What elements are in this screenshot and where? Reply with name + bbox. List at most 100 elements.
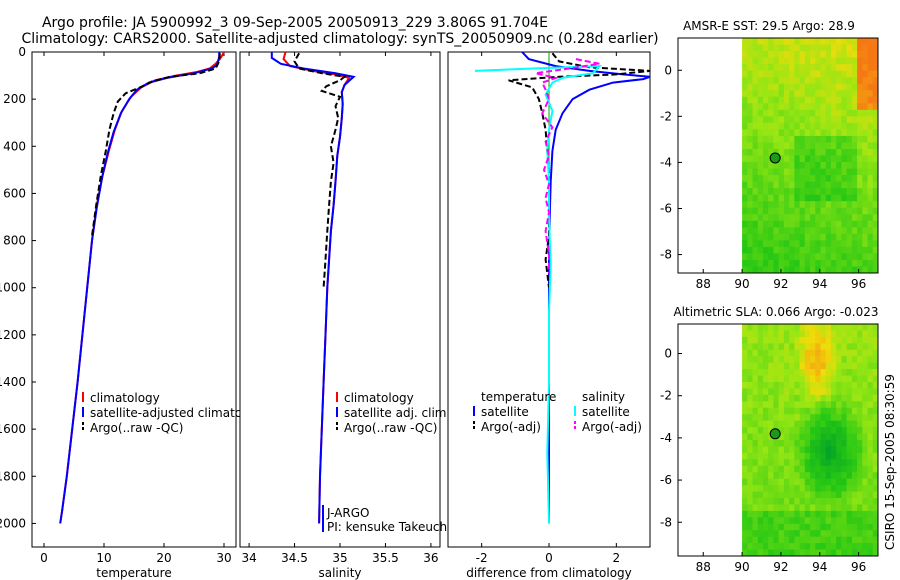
- altimetric-sla-cell: [872, 523, 879, 531]
- altimetric-sla-cell: [841, 369, 848, 376]
- amsr-e-sst-cell: [773, 77, 780, 85]
- altimetric-sla-cell: [830, 375, 837, 383]
- amsr-e-sst-cell: [773, 135, 780, 143]
- amsr-e-sst-cell: [789, 44, 795, 52]
- altimetric-sla-cell: [794, 388, 800, 396]
- amsr-e-sst-cell: [747, 155, 753, 163]
- temperature-profile-ytick-label: 600: [3, 186, 26, 200]
- altimetric-sla-cell: [857, 504, 863, 512]
- altimetric-sla-cell: [752, 543, 759, 550]
- altimetric-sla-cell: [768, 324, 774, 331]
- altimetric-sla-cell: [867, 433, 874, 441]
- altimetric-sla-cell: [773, 375, 780, 383]
- altimetric-sla-cell: [742, 420, 748, 428]
- altimetric-sla-cell: [762, 427, 769, 434]
- amsr-e-sst-cell: [747, 227, 753, 235]
- altimetric-sla-cell: [742, 375, 748, 383]
- amsr-e-sst-cell: [846, 259, 853, 267]
- altimetric-sla-cell: [742, 491, 748, 499]
- amsr-e-sst-cell: [789, 266, 795, 274]
- amsr-e-sst-cell: [742, 38, 748, 45]
- altimetric-sla-cell: [768, 407, 774, 415]
- altimetric-sla-cell: [773, 536, 780, 544]
- amsr-e-sst-cell: [789, 38, 795, 45]
- altimetric-sla-cell: [747, 349, 753, 357]
- altimetric-sla-cell: [841, 440, 848, 447]
- altimetric-sla-cell: [867, 491, 874, 499]
- temperature-profile-xlabel: temperature: [96, 566, 171, 580]
- amsr-e-sst-cell: [810, 96, 816, 104]
- amsr-e-sst-cell: [799, 83, 806, 91]
- altimetric-sla-cell: [773, 356, 780, 364]
- altimetric-sla-cell: [825, 452, 832, 460]
- altimetric-sla-cell: [783, 517, 790, 525]
- altimetric-sla-cell: [789, 465, 795, 473]
- amsr-e-sst-cell: [794, 70, 800, 78]
- altimetric-sla-cell: [804, 362, 811, 370]
- amsr-e-sst-cell: [773, 253, 780, 261]
- altimetric-sla-cell: [804, 472, 811, 480]
- amsr-e-sst-cell: [846, 142, 853, 150]
- amsr-e-sst-cell: [789, 51, 795, 58]
- altimetric-sla-cell: [857, 491, 863, 499]
- amsr-e-sst-cell: [804, 129, 811, 137]
- amsr-e-sst-cell: [841, 116, 848, 124]
- altimetric-sla-cell: [825, 440, 832, 447]
- altimetric-sla-cell: [867, 382, 874, 389]
- amsr-e-sst-cell: [794, 175, 800, 183]
- amsr-e-sst-cell: [815, 57, 821, 65]
- altimetric-sla-cell: [768, 472, 774, 480]
- amsr-e-sst-ytick-label: 0: [664, 63, 672, 77]
- amsr-e-sst-cell: [810, 266, 816, 274]
- amsr-e-sst-cell: [846, 122, 853, 130]
- altimetric-sla-cell: [851, 517, 858, 525]
- altimetric-sla-cell: [794, 472, 800, 480]
- amsr-e-sst-cell: [867, 44, 874, 52]
- altimetric-sla-cell: [872, 369, 879, 376]
- altimetric-sla-cell: [752, 407, 759, 415]
- altimetric-sla-cell: [762, 440, 769, 447]
- amsr-e-sst-cell: [768, 83, 774, 91]
- altimetric-sla-cell: [778, 472, 785, 480]
- amsr-e-sst-cell: [836, 259, 842, 267]
- amsr-e-sst-cell: [851, 188, 858, 196]
- altimetric-sla-cell: [841, 407, 848, 415]
- amsr-e-sst-cell: [789, 162, 795, 169]
- amsr-e-sst-cell: [768, 220, 774, 228]
- amsr-e-sst-cell: [794, 77, 800, 85]
- altimetric-sla-cell: [815, 478, 821, 486]
- amsr-e-sst-cell: [768, 194, 774, 202]
- amsr-e-sst-cell: [742, 207, 748, 215]
- amsr-e-sst-cell: [747, 44, 753, 52]
- amsr-e-sst-cell: [757, 207, 764, 215]
- altimetric-sla-cell: [851, 394, 858, 402]
- amsr-e-sst-cell: [830, 44, 837, 52]
- altimetric-sla-cell: [773, 472, 780, 480]
- altimetric-sla-cell: [794, 498, 800, 505]
- altimetric-sla-cell: [836, 446, 842, 454]
- altimetric-sla-cell: [757, 369, 764, 376]
- amsr-e-sst-cell: [778, 122, 785, 130]
- altimetric-sla-cell: [815, 349, 821, 357]
- amsr-e-sst-cell: [789, 64, 795, 72]
- altimetric-sla-cell: [846, 523, 853, 531]
- altimetric-sla-cell: [862, 517, 868, 525]
- altimetric-sla-cell: [830, 362, 837, 370]
- altimetric-sla-cell: [789, 498, 795, 505]
- amsr-e-sst-cell: [794, 142, 800, 150]
- altimetric-sla-cell: [857, 414, 863, 422]
- altimetric-sla-cell: [747, 523, 753, 531]
- altimetric-sla-cell: [862, 382, 868, 389]
- altimetric-sla-cell: [810, 465, 816, 473]
- altimetric-sla-cell: [836, 485, 842, 492]
- amsr-e-sst-cell: [794, 259, 800, 267]
- altimetric-sla-cell: [841, 478, 848, 486]
- altimetric-sla-cell: [768, 414, 774, 422]
- amsr-e-sst-cell: [783, 38, 790, 45]
- amsr-e-sst-cell: [778, 77, 785, 85]
- amsr-e-sst-cell: [768, 57, 774, 65]
- amsr-e-sst-cell: [862, 259, 868, 267]
- amsr-e-sst-cell: [872, 266, 879, 274]
- amsr-e-sst-cell: [825, 240, 832, 248]
- amsr-e-sst-cell: [810, 77, 816, 85]
